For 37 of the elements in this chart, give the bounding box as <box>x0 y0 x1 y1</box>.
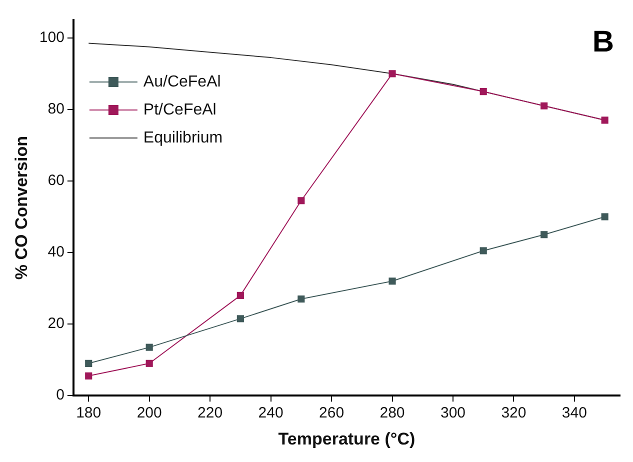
x-tick-label: 260 <box>319 404 344 422</box>
x-tick-label: 320 <box>501 404 526 422</box>
point <box>601 213 608 220</box>
point <box>85 360 92 367</box>
point <box>601 116 608 124</box>
y-axis-title: % CO Conversion <box>12 136 31 280</box>
point <box>146 344 153 351</box>
point <box>388 70 396 78</box>
point <box>298 197 305 204</box>
point <box>298 295 305 303</box>
point <box>480 247 487 254</box>
point <box>388 278 396 285</box>
y-tick-label: 80 <box>48 100 64 118</box>
point <box>540 231 548 238</box>
x-tick-label: 200 <box>136 404 162 422</box>
y-tick-label: 100 <box>39 29 64 46</box>
x-tick-label: 300 <box>440 404 466 422</box>
x-tick-label: 280 <box>380 404 405 422</box>
x-axis-title: Temperature (°C) <box>278 429 416 448</box>
y-tick-label: 0 <box>56 386 64 404</box>
y-tick-label: 60 <box>48 172 64 190</box>
legend-label: Au/CeFeAl <box>143 73 221 90</box>
y-tick-label: 20 <box>48 315 64 332</box>
point <box>146 360 153 367</box>
x-tick-label: 340 <box>562 404 587 422</box>
legend-label: Pt/CeFeAl <box>143 101 216 118</box>
x-tick-label: 240 <box>258 404 284 422</box>
point <box>236 315 244 322</box>
point <box>236 292 244 299</box>
x-tick-label: 220 <box>198 404 223 422</box>
legend-label: Equilibrium <box>143 129 223 146</box>
point <box>85 372 92 380</box>
y-tick-label: 40 <box>48 244 64 261</box>
x-tick-label: 180 <box>76 404 102 422</box>
point <box>540 102 548 110</box>
point <box>480 88 487 96</box>
annotation: B <box>592 25 614 58</box>
